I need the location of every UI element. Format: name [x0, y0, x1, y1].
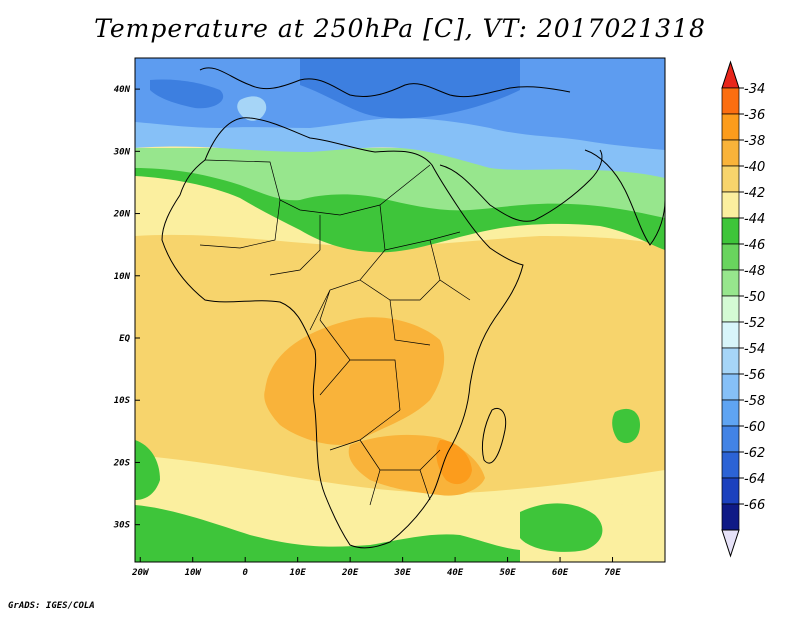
colorbar-swatch — [721, 425, 740, 453]
colorbar-swatch — [721, 347, 740, 375]
coastlines — [161, 67, 665, 549]
africa-coastline — [161, 117, 524, 549]
longitude-axis: 20W 10W 0 10E 20E 30E 40E 50E 60E 70E — [131, 557, 621, 578]
colorbar-swatch — [721, 321, 740, 349]
colorbar-swatch — [721, 503, 740, 531]
colorbar-swatch — [721, 87, 740, 115]
colorbar-tick-label: -36 — [744, 108, 765, 123]
colorbar-top-arrow — [721, 60, 740, 89]
lat-tick-label: 20S — [113, 458, 131, 468]
lat-tick-label: 10N — [114, 272, 131, 282]
lon-tick-label: 60E — [552, 568, 569, 578]
india-coastline — [584, 149, 665, 246]
colorbar-tick-label: -48 — [744, 264, 765, 279]
map-frame — [134, 57, 666, 563]
colorbar-tick-label: -40 — [744, 160, 765, 175]
colorbar-tick-label: -54 — [744, 342, 765, 357]
field-orange-central — [264, 317, 445, 445]
lat-tick-label: 30N — [113, 147, 131, 157]
colorbar-swatch — [721, 399, 740, 427]
colorbar-swatch — [721, 113, 740, 141]
lat-tick-label: EQ — [119, 334, 130, 344]
colorbar-bottom-arrow — [721, 529, 740, 558]
lat-tick-label: 20N — [113, 210, 131, 220]
lon-tick-label: 20E — [341, 568, 359, 578]
field-green-southeast — [520, 503, 603, 552]
colorbar-swatch — [721, 451, 740, 479]
map-title: Temperature at 250hPa [C], VT: 201702131… — [94, 14, 706, 43]
field-orange-east — [436, 440, 472, 485]
colorbar-tick-label: -50 — [744, 290, 765, 305]
colorbar-tick-label: -58 — [744, 394, 765, 409]
lat-tick-label: 40N — [114, 85, 131, 95]
lat-tick-label: 30S — [113, 521, 131, 531]
field-pale-blue-spot — [237, 96, 267, 121]
field-green-south — [135, 505, 520, 562]
colorbar-swatch — [721, 477, 740, 505]
lon-tick-label: 20W — [131, 568, 150, 578]
footer-credit: GrADS: IGES/COLA — [8, 601, 95, 611]
field-green-southwest — [135, 440, 160, 500]
field-deep-blue-west — [150, 79, 224, 109]
colorbar-swatch — [721, 165, 740, 193]
madagascar-coastline — [481, 407, 507, 464]
colorbar-tick-label: -60 — [744, 420, 765, 435]
colorbar-tick-label: -42 — [744, 186, 765, 201]
colorbar-swatch — [721, 373, 740, 401]
colorbar-swatch — [721, 269, 740, 297]
country-borders — [199, 159, 471, 506]
lon-tick-label: 10W — [185, 568, 203, 578]
colorbar-tick-label: -62 — [744, 446, 765, 461]
field-green-indian-ocean — [612, 408, 640, 444]
colorbar-swatch — [721, 295, 740, 323]
field-deep-blue-mediterranean — [300, 58, 520, 119]
colorbar-tick-label: -66 — [744, 498, 765, 513]
colorbar-tick-label: -46 — [744, 238, 765, 253]
lon-tick-label: 30E — [393, 568, 411, 578]
colorbar-tick-label: -34 — [744, 82, 765, 97]
colorbar-tick-label: -44 — [744, 212, 765, 227]
colorbar-tick-label: -56 — [744, 368, 765, 383]
colorbar: -34 -36 -38 -40 -42 -44 -46 -48 -50 -52 -54 -56 -58 -… — [721, 60, 765, 558]
lat-tick-label: 10S — [114, 396, 131, 406]
colorbar-swatch — [721, 139, 740, 167]
lon-tick-label: 70E — [604, 568, 621, 578]
colorbar-swatch — [721, 243, 740, 271]
europe-coastline — [199, 67, 571, 98]
colorbar-tick-label: -52 — [744, 316, 765, 331]
lon-tick-label: 40E — [447, 568, 464, 578]
temperature-field — [135, 58, 665, 562]
colorbar-tick-label: -64 — [744, 472, 765, 487]
lon-tick-label: 10E — [290, 568, 307, 578]
colorbar-tick-label: -38 — [744, 134, 765, 149]
lon-tick-label: 0 — [242, 568, 248, 578]
colorbar-swatch — [721, 217, 740, 245]
colorbar-swatch — [721, 191, 740, 219]
latitude-axis: 40N 30N 20N 10N EQ 10S 20S 30S — [113, 85, 140, 531]
lon-tick-label: 50E — [499, 568, 516, 578]
arabia-coastline — [439, 149, 603, 222]
